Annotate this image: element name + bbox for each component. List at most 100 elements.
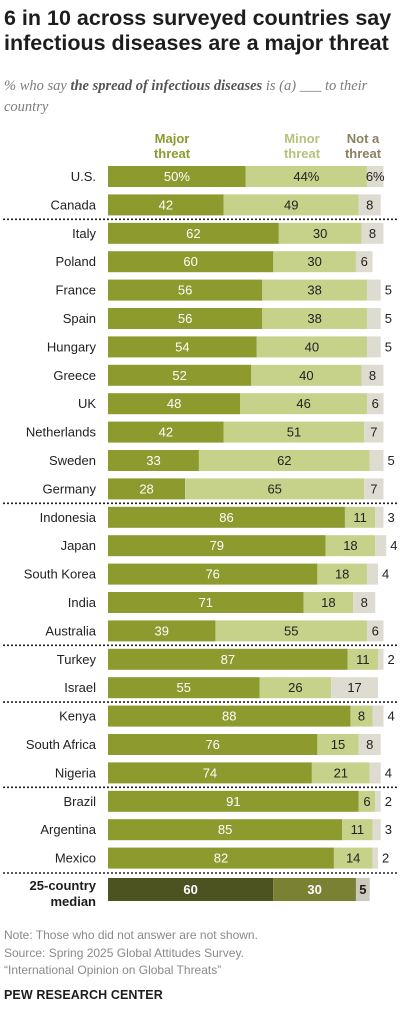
value-minor-israel: 26: [288, 680, 302, 695]
bar-not-poland: [355, 251, 373, 273]
bar-minor-hungary: [256, 336, 367, 358]
chart-title: 6 in 10 across surveyed countries say in…: [4, 6, 392, 55]
country-label-sweden: Sweden: [49, 453, 96, 468]
bar-minor-turkey: [347, 648, 378, 670]
country-label-kenya: Kenya: [59, 709, 97, 724]
bar-not-france: [366, 279, 381, 301]
bar-not-greece: [361, 364, 384, 386]
bar-not-u-s: [366, 166, 384, 187]
series-label-1-line-1: threat: [284, 146, 321, 161]
bar-major-italy: [108, 222, 279, 244]
value-not-mexico: 2: [382, 851, 389, 866]
bar-minor-kenya: [350, 705, 373, 727]
value-not-brazil: 2: [385, 794, 392, 809]
bar-major-australia: [108, 620, 216, 642]
value-major-mexico: 82: [214, 851, 228, 866]
bar-major-india: [108, 592, 304, 613]
bar-minor-sweden: [198, 450, 370, 471]
country-label-brazil: Brazil: [63, 794, 96, 809]
value-not-germany: 7: [370, 481, 377, 496]
value-minor-hungary: 40: [305, 339, 319, 354]
note-text: Note: Those who did not answer are not s…: [4, 928, 258, 942]
value-not-argentina: 3: [385, 822, 392, 837]
value-major-sweden: 33: [146, 453, 160, 468]
value-minor-france: 38: [307, 283, 321, 298]
bar-not-median: [355, 878, 370, 901]
bar-major-poland: [108, 251, 274, 273]
value-major-netherlands: 42: [159, 425, 173, 440]
subtitle-prefix: % who say: [4, 78, 71, 94]
bar-not-indonesia: [375, 506, 384, 528]
country-label-netherlands: Netherlands: [26, 425, 97, 440]
value-not-india: 8: [361, 595, 368, 610]
value-minor-indonesia: 11: [353, 510, 367, 525]
value-not-greece: 8: [369, 368, 376, 383]
bar-minor-mexico: [333, 847, 373, 869]
value-minor-italy: 30: [313, 226, 327, 241]
bar-not-south-korea: [366, 563, 378, 585]
value-major-turkey: 87: [221, 652, 235, 667]
bar-not-italy: [361, 222, 384, 244]
value-major-greece: 52: [172, 368, 186, 383]
value-major-u-s: 50%: [164, 169, 190, 184]
bar-not-india: [353, 592, 376, 613]
bar-not-argentina: [372, 819, 381, 841]
value-minor-u-s: 44%: [293, 169, 319, 184]
bar-major-uk: [108, 393, 241, 415]
bar-not-japan: [375, 535, 387, 557]
bar-not-canada: [358, 194, 381, 216]
bar-minor-poland: [273, 251, 356, 273]
series-label-2-line-0: Not a: [347, 131, 380, 146]
value-major-australia: 39: [154, 623, 168, 638]
bar-minor-nigeria: [311, 762, 370, 784]
median-label-line-0: 25-country: [30, 878, 97, 893]
bar-minor-netherlands: [223, 421, 365, 443]
bar-not-uk: [366, 393, 384, 415]
bar-not-turkey: [377, 648, 384, 670]
value-minor-median: 30: [307, 882, 321, 897]
value-major-nigeria: 74: [203, 765, 217, 780]
bar-minor-australia: [215, 620, 367, 642]
value-minor-poland: 30: [307, 254, 321, 269]
country-label-israel: Israel: [64, 680, 96, 695]
country-label-poland: Poland: [56, 254, 96, 269]
value-not-south-africa: 8: [366, 737, 373, 752]
bar-major-netherlands: [108, 421, 224, 443]
bar-major-germany: [108, 478, 186, 500]
report-title: “International Opinion on Global Threats…: [4, 963, 222, 977]
value-minor-sweden: 62: [277, 453, 291, 468]
value-not-indonesia: 3: [388, 510, 395, 525]
bar-major-brazil: [108, 790, 359, 812]
bar-not-south-africa: [358, 734, 381, 755]
bar-minor-south-africa: [317, 734, 359, 755]
country-label-hungary: Hungary: [47, 339, 97, 354]
country-label-argentina: Argentina: [40, 822, 96, 837]
value-major-south-africa: 76: [205, 737, 219, 752]
country-label-u-s: U.S.: [71, 169, 96, 184]
country-label-south-korea: South Korea: [24, 567, 97, 582]
country-label-france: France: [56, 283, 96, 298]
value-not-canada: 8: [366, 197, 373, 212]
value-not-turkey: 2: [388, 652, 395, 667]
value-major-japan: 79: [210, 538, 224, 553]
bar-minor-italy: [278, 222, 362, 244]
bar-minor-spain: [262, 308, 367, 329]
bar-minor-median: [273, 878, 356, 901]
value-minor-japan: 18: [343, 538, 357, 553]
country-label-greece: Greece: [53, 368, 96, 383]
bar-major-south-korea: [108, 563, 318, 585]
bar-major-hungary: [108, 336, 257, 358]
value-major-south-korea: 76: [205, 567, 219, 582]
value-not-japan: 4: [390, 538, 397, 553]
value-major-canada: 42: [159, 197, 173, 212]
value-not-netherlands: 7: [370, 425, 377, 440]
bar-minor-germany: [185, 478, 365, 500]
value-major-israel: 55: [177, 680, 191, 695]
bar-not-israel: [331, 677, 378, 699]
value-major-brazil: 91: [226, 794, 240, 809]
bar-not-spain: [366, 308, 381, 329]
value-minor-nigeria: 21: [334, 765, 348, 780]
bar-not-germany: [364, 478, 384, 500]
value-not-sweden: 5: [388, 453, 395, 468]
